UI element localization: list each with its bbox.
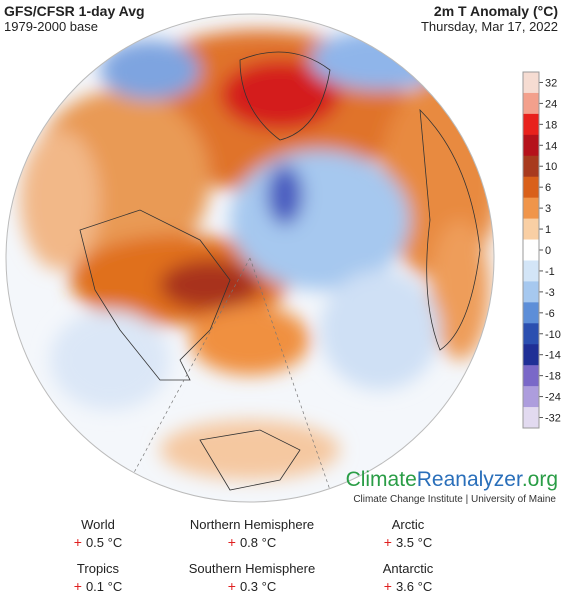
scale-label: 24	[545, 98, 557, 110]
stat-value: +0.1 °C	[74, 578, 122, 594]
scale-swatch	[523, 281, 539, 303]
stat-sign: +	[384, 578, 392, 594]
stat-number: 0.5 °C	[86, 535, 122, 550]
globe	[6, 14, 494, 502]
scale-label: 6	[545, 182, 551, 194]
globe-outline	[5, 13, 495, 503]
date: Thursday, Mar 17, 2022	[421, 19, 558, 34]
scale-label: -3	[545, 287, 555, 299]
scale-label: 32	[545, 77, 557, 89]
stat-label: Arctic	[392, 517, 425, 532]
scale-swatch	[523, 302, 539, 324]
scale-swatch	[523, 386, 539, 408]
tagline: Climate Change Institute | University of…	[353, 494, 556, 505]
brand-part[interactable]: .org	[522, 468, 558, 491]
stat-value: +3.5 °C	[384, 534, 432, 550]
scale-swatch	[523, 113, 539, 136]
scale-swatch	[523, 323, 539, 345]
stat-number: 3.6 °C	[396, 579, 432, 594]
stat-value: +3.6 °C	[384, 578, 432, 594]
stat-value: +0.8 °C	[228, 534, 276, 550]
stat-label: Tropics	[77, 561, 120, 576]
scale-swatch	[523, 155, 539, 178]
stat-number: 0.8 °C	[240, 535, 276, 550]
scale-label: 10	[545, 161, 557, 173]
title: GFS/CFSR 1-day Avg	[4, 3, 145, 19]
stat-label: Southern Hemisphere	[189, 561, 315, 576]
scale-label: -10	[545, 329, 561, 341]
stat-sign: +	[228, 534, 236, 550]
scale-label: -1	[545, 266, 555, 278]
stat-value: +0.3 °C	[228, 578, 276, 594]
scale-swatch	[523, 365, 539, 387]
stat-value: +0.5 °C	[74, 534, 122, 550]
scale-label: 1	[545, 224, 551, 236]
brand-name[interactable]: ClimateReanalyzer.org	[346, 468, 558, 491]
stat-sign: +	[74, 534, 82, 550]
stat-number: 3.5 °C	[396, 535, 432, 550]
brand-part[interactable]: Reanalyzer	[417, 468, 523, 491]
scale-swatch	[523, 197, 539, 220]
scale-swatch	[523, 344, 539, 366]
scale-label: 18	[545, 119, 557, 131]
scale-border	[522, 71, 540, 429]
stats: World + 0.5 °C Northern Hemisphere + 0.8 °C Ar…	[74, 517, 434, 594]
brand-part[interactable]: Climate	[346, 468, 417, 491]
stat-number: 0.3 °C	[240, 579, 276, 594]
scale-label: 3	[545, 203, 551, 215]
stat-label: Northern Hemisphere	[190, 517, 314, 532]
stat-sign: +	[384, 534, 392, 550]
variable: 2m T Anomaly (°C)	[434, 3, 558, 19]
scale-swatch	[523, 176, 539, 199]
scale-label: -24	[545, 392, 561, 404]
scale-label: 0	[545, 245, 551, 257]
scale-swatch	[523, 407, 539, 429]
scale-label: -14	[545, 350, 561, 362]
scale-swatch	[523, 72, 539, 94]
scale-label: -6	[545, 308, 555, 320]
scale-swatch	[523, 239, 539, 261]
scale-label: 14	[545, 140, 557, 152]
scale-label: -18	[545, 371, 561, 383]
stat-label: World	[81, 517, 115, 532]
stat-number: 0.1 °C	[86, 579, 122, 594]
scale-swatch	[523, 218, 539, 241]
scale-swatch	[523, 134, 539, 157]
scale-swatch	[523, 92, 539, 115]
subtitle: 1979-2000 base	[4, 19, 98, 34]
scale-swatch	[523, 260, 539, 282]
stat-sign: +	[228, 578, 236, 594]
scale-label: -32	[545, 413, 561, 425]
stat-sign: +	[74, 578, 82, 594]
stat-label: Antarctic	[383, 561, 434, 576]
